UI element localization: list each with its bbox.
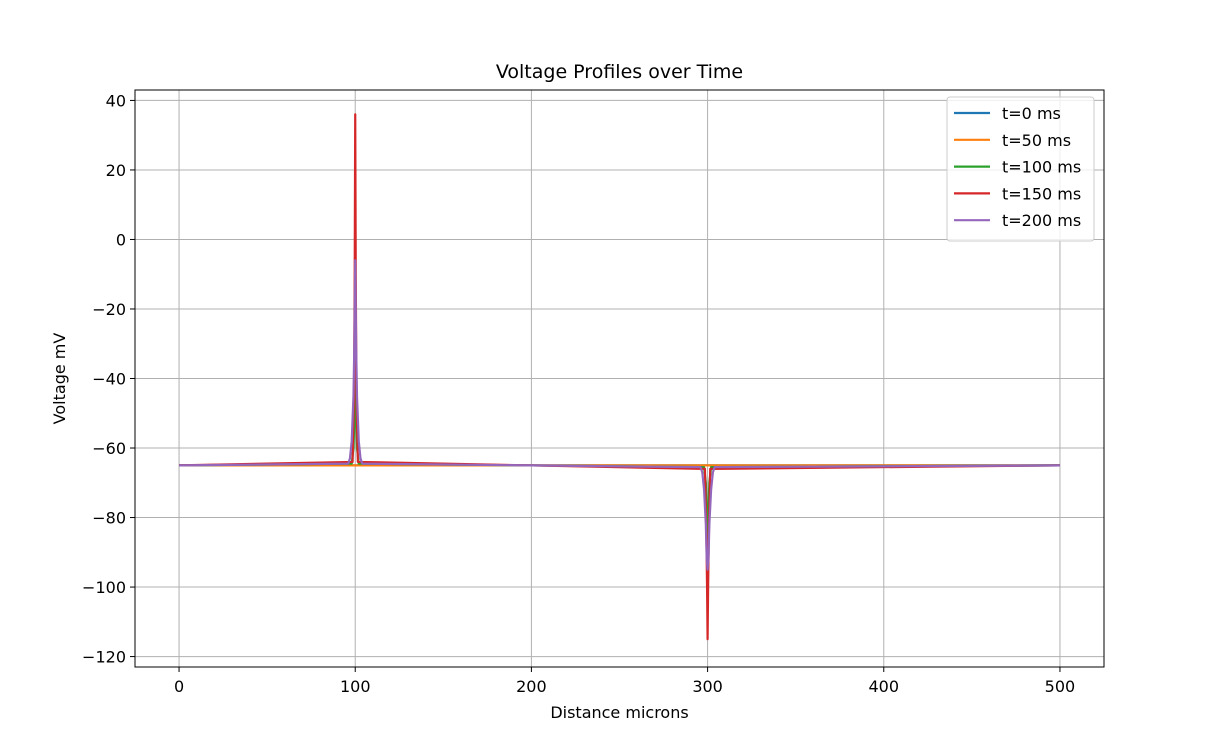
grid [135, 90, 1104, 667]
legend-label: t=0 ms [1002, 104, 1061, 123]
x-tick-label: 400 [868, 677, 899, 696]
y-tick-label: 0 [116, 230, 126, 249]
legend-label: t=100 ms [1002, 158, 1081, 177]
y-tick-label: −80 [92, 509, 126, 528]
y-tick-label: −60 [92, 439, 126, 458]
x-tick-label: 0 [174, 677, 184, 696]
legend-label: t=50 ms [1002, 131, 1071, 150]
x-tick-label: 200 [516, 677, 547, 696]
y-tick-label: −120 [82, 648, 126, 667]
chart-title: Voltage Profiles over Time [496, 61, 743, 83]
legend-label: t=200 ms [1002, 211, 1081, 230]
ticks: 0 100 200 300 400 500 −120 −100 −80 −60 −40 −20 0 20 4… [82, 91, 1075, 696]
y-tick-label: 40 [106, 91, 126, 110]
y-tick-label: 20 [106, 161, 126, 180]
x-tick-label: 300 [692, 677, 723, 696]
legend: t=0 ms t=50 ms t=100 ms t=150 ms t=200 ms [946, 96, 1095, 242]
y-tick-label: −100 [82, 578, 126, 597]
y-tick-label: −40 [92, 370, 126, 389]
legend-box [946, 96, 1095, 242]
y-axis-label: Voltage mV [50, 333, 69, 425]
x-axis-label: Distance microns [550, 703, 688, 722]
x-tick-label: 100 [340, 677, 371, 696]
legend-label: t=150 ms [1002, 184, 1081, 203]
y-tick-label: −20 [92, 300, 126, 319]
x-tick-label: 500 [1045, 677, 1076, 696]
plot-series [179, 113, 1060, 641]
series-line [179, 259, 1060, 571]
